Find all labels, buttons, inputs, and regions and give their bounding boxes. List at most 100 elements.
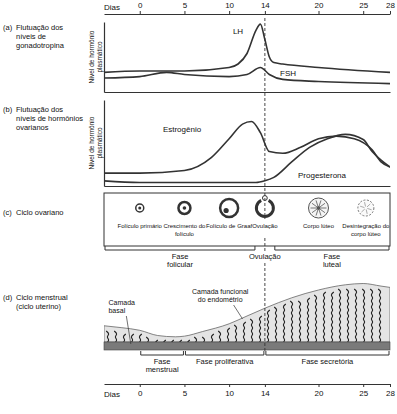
tick-label: 5 — [183, 389, 188, 398]
spiral-artery — [362, 289, 364, 349]
luteal-fold — [316, 200, 318, 206]
axis-line — [105, 92, 391, 93]
tick-label: 28 — [386, 1, 395, 10]
follicle-icon — [358, 200, 374, 216]
panel-title: Ciclo menstrual(ciclo uterino) — [16, 293, 68, 311]
luteal-fold — [367, 208, 371, 209]
tick-mark — [140, 384, 141, 387]
text-line: folicular — [167, 260, 193, 269]
leader-line — [234, 305, 243, 319]
tick-mark — [184, 384, 185, 387]
follicle-icon — [309, 198, 329, 218]
hormone-line — [104, 68, 390, 84]
spiral-artery — [370, 289, 372, 349]
tick: 20 — [315, 384, 324, 398]
luteal-fold — [319, 210, 321, 216]
text-line: (ciclo uterino) — [16, 302, 62, 311]
tick: 28 — [386, 1, 395, 14]
tick-mark — [319, 11, 320, 14]
text-line: níveis de — [16, 32, 46, 41]
panel-title: Flutuação dosníveis de hormôniosovariano… — [16, 105, 83, 132]
luteal-core — [317, 206, 321, 210]
tick-mark — [319, 384, 320, 387]
luteal-fold — [316, 210, 318, 216]
stage-label: Folículo primário — [118, 223, 163, 229]
panel-letter: (b) — [3, 105, 13, 114]
phase-bracket — [266, 351, 389, 355]
tick-mark — [229, 11, 230, 14]
text-line: Fase proliferativa — [196, 357, 254, 366]
tick-label: 5 — [183, 1, 188, 10]
luteal-fold — [360, 206, 364, 207]
luteal-fold — [364, 202, 366, 206]
ovulation-line — [264, 238, 265, 251]
tick-label: 25 — [359, 389, 368, 398]
tick: 5 — [183, 384, 188, 398]
oocyte — [138, 207, 141, 210]
tick-label: 10 — [225, 1, 234, 10]
text-line: Crescimento do — [163, 223, 206, 229]
ovulation-line — [264, 18, 265, 219]
series-label: FSH — [280, 69, 296, 78]
days-axis-bottom: 0 5 10 14 20 25 28 — [105, 384, 396, 398]
tick-label: 20 — [315, 389, 324, 398]
spiral-artery — [314, 295, 316, 349]
panel-letter: (d) — [3, 293, 13, 302]
text-line: corpo lúteo — [351, 231, 381, 237]
tick-mark — [363, 11, 364, 14]
tick: 28 — [386, 384, 395, 398]
stage-label: Folículo de Graaf — [206, 223, 252, 229]
layer-label: Camada funcionaldo endométrio — [192, 288, 249, 303]
tick-label: 10 — [225, 389, 234, 398]
luteal-fold — [321, 208, 327, 209]
luteal-fold — [312, 209, 317, 213]
follicle-wall — [136, 204, 144, 212]
corpus-luteum — [358, 200, 374, 216]
tick-label: 25 — [359, 1, 368, 10]
phase-label: Fasemenstrual — [146, 357, 179, 374]
tick-label: 0 — [138, 389, 143, 398]
text-line: do endométrio — [198, 296, 243, 303]
tick-mark — [265, 11, 266, 14]
text-line: plasmático — [96, 41, 104, 72]
corpus-luteum — [309, 198, 329, 218]
text-line: Nível de hormônio — [88, 116, 95, 169]
luteal-fold — [319, 200, 321, 206]
text-line: Ciclo menstrual — [16, 293, 68, 302]
spiral-artery — [338, 289, 340, 349]
tick-mark — [390, 11, 391, 14]
luteal-fold — [361, 209, 364, 212]
ovulation-line — [264, 263, 265, 351]
luteal-fold — [320, 209, 325, 213]
luteal-fold — [312, 203, 317, 207]
stage-label: Corpo lúteo — [303, 223, 335, 229]
panel-letter: (a) — [3, 23, 13, 32]
text-line: Corpo lúteo — [303, 223, 335, 229]
figure: 051014202528Dias051014202528Dias(a)Flutu… — [0, 0, 397, 414]
phase-label: Fase proliferativa — [196, 357, 254, 366]
text-line: Folículo de Graaf — [206, 223, 252, 229]
tick-mark — [140, 11, 141, 14]
axis-line — [105, 14, 391, 15]
panel-title: Ciclo ovariano — [16, 208, 64, 217]
y-axis — [104, 23, 105, 93]
text-line: Desintegração do — [342, 223, 390, 229]
axis-line — [105, 384, 391, 385]
luteal-fold — [367, 204, 370, 207]
follicle-wall — [178, 202, 190, 214]
axis-title: Dias — [104, 3, 120, 12]
text-line: Ovulação — [249, 252, 281, 261]
tick: 14 — [261, 384, 270, 398]
basal-layer — [104, 342, 390, 350]
series-label: Progesterona — [298, 171, 347, 180]
tick-label: 14 — [261, 389, 270, 398]
text-line: Camada funcional — [192, 288, 249, 295]
oocyte — [224, 208, 229, 213]
text-line: Camada — [108, 299, 135, 306]
x-axis — [105, 92, 391, 93]
spiral-artery — [322, 292, 326, 349]
text-line: gonadotropina — [16, 41, 65, 50]
tick-label: 28 — [386, 389, 395, 398]
stage-label: Ovulação — [252, 223, 278, 229]
series-label: LH — [233, 27, 243, 36]
